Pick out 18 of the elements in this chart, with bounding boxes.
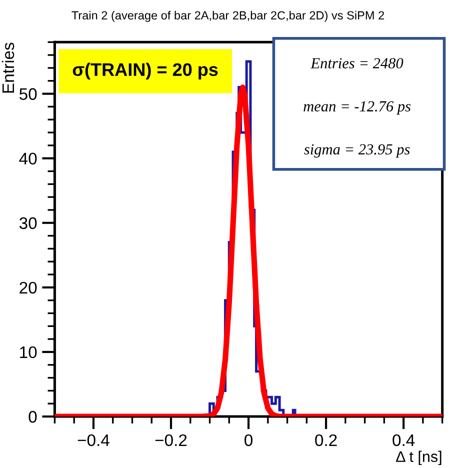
y-tick-label: 20 [20, 282, 37, 294]
x-tick-label: −0.4 [78, 434, 110, 446]
x-axis-title: Δ t [ns] [396, 450, 442, 466]
x-tick-label: −0.2 [155, 434, 187, 446]
chart-title: Train 2 (average of bar 2A,bar 2B,bar 2C,bar 2D) vs SiPM 2 [72, 10, 384, 22]
y-axis-title: Entries [2, 42, 14, 93]
y-tick-label: 0 [28, 410, 37, 423]
annotation: σ(TRAIN) = 20 ps [72, 62, 218, 80]
annotation: sigma = 23.95 ps [304, 144, 410, 158]
x-tick-label: 0 [244, 434, 253, 446]
y-tick-label: 50 [19, 88, 37, 100]
y-tick-label: 30 [19, 217, 37, 230]
annotation: Entries = 2480 [310, 58, 404, 68]
y-tick-label: 10 [20, 346, 37, 358]
x-tick-label: 0.4 [392, 434, 415, 446]
annotation: mean = -12.76 ps [304, 101, 411, 115]
x-tick-label: 0.2 [315, 434, 337, 446]
y-tick-label: 40 [19, 152, 37, 165]
